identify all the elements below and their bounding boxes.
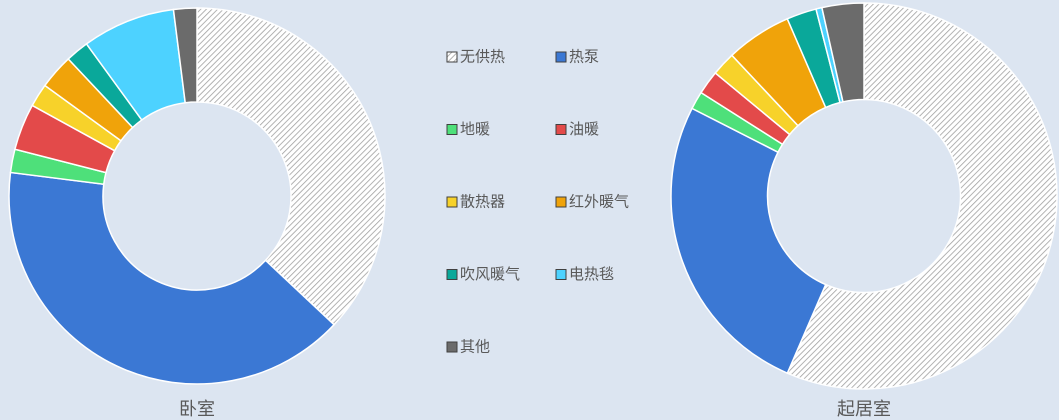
legend-label: 其他 — [460, 338, 490, 356]
legend-swatch — [555, 196, 567, 208]
legend-label: 红外暖气 — [569, 193, 629, 211]
legend-swatch — [555, 124, 567, 135]
legend-label: 电热毯 — [569, 265, 614, 283]
donut-slice — [821, 2, 865, 103]
legend-swatch — [446, 51, 458, 63]
legend-label: 无供热 — [460, 48, 505, 66]
legend-swatch — [446, 196, 458, 208]
legend-label: 热泵 — [569, 48, 599, 66]
legend-label: 散热器 — [460, 193, 505, 211]
chart-title: 起居室 — [837, 399, 891, 420]
legend-swatch — [446, 124, 458, 135]
donut-slice — [670, 107, 827, 375]
legend-label: 吹风暖气 — [460, 265, 520, 283]
legend-label: 地暖 — [460, 120, 490, 138]
chart-title: 卧室 — [179, 399, 215, 420]
legend-swatch — [555, 269, 567, 280]
legend-swatch — [446, 341, 458, 353]
legend-swatch — [555, 51, 567, 63]
donut-slice — [196, 7, 386, 326]
donut-slice — [172, 7, 198, 104]
donut-slice — [8, 171, 336, 385]
legend-label: 油暖 — [569, 120, 599, 138]
legend-swatch — [446, 269, 458, 280]
donut-slice — [786, 2, 1058, 390]
